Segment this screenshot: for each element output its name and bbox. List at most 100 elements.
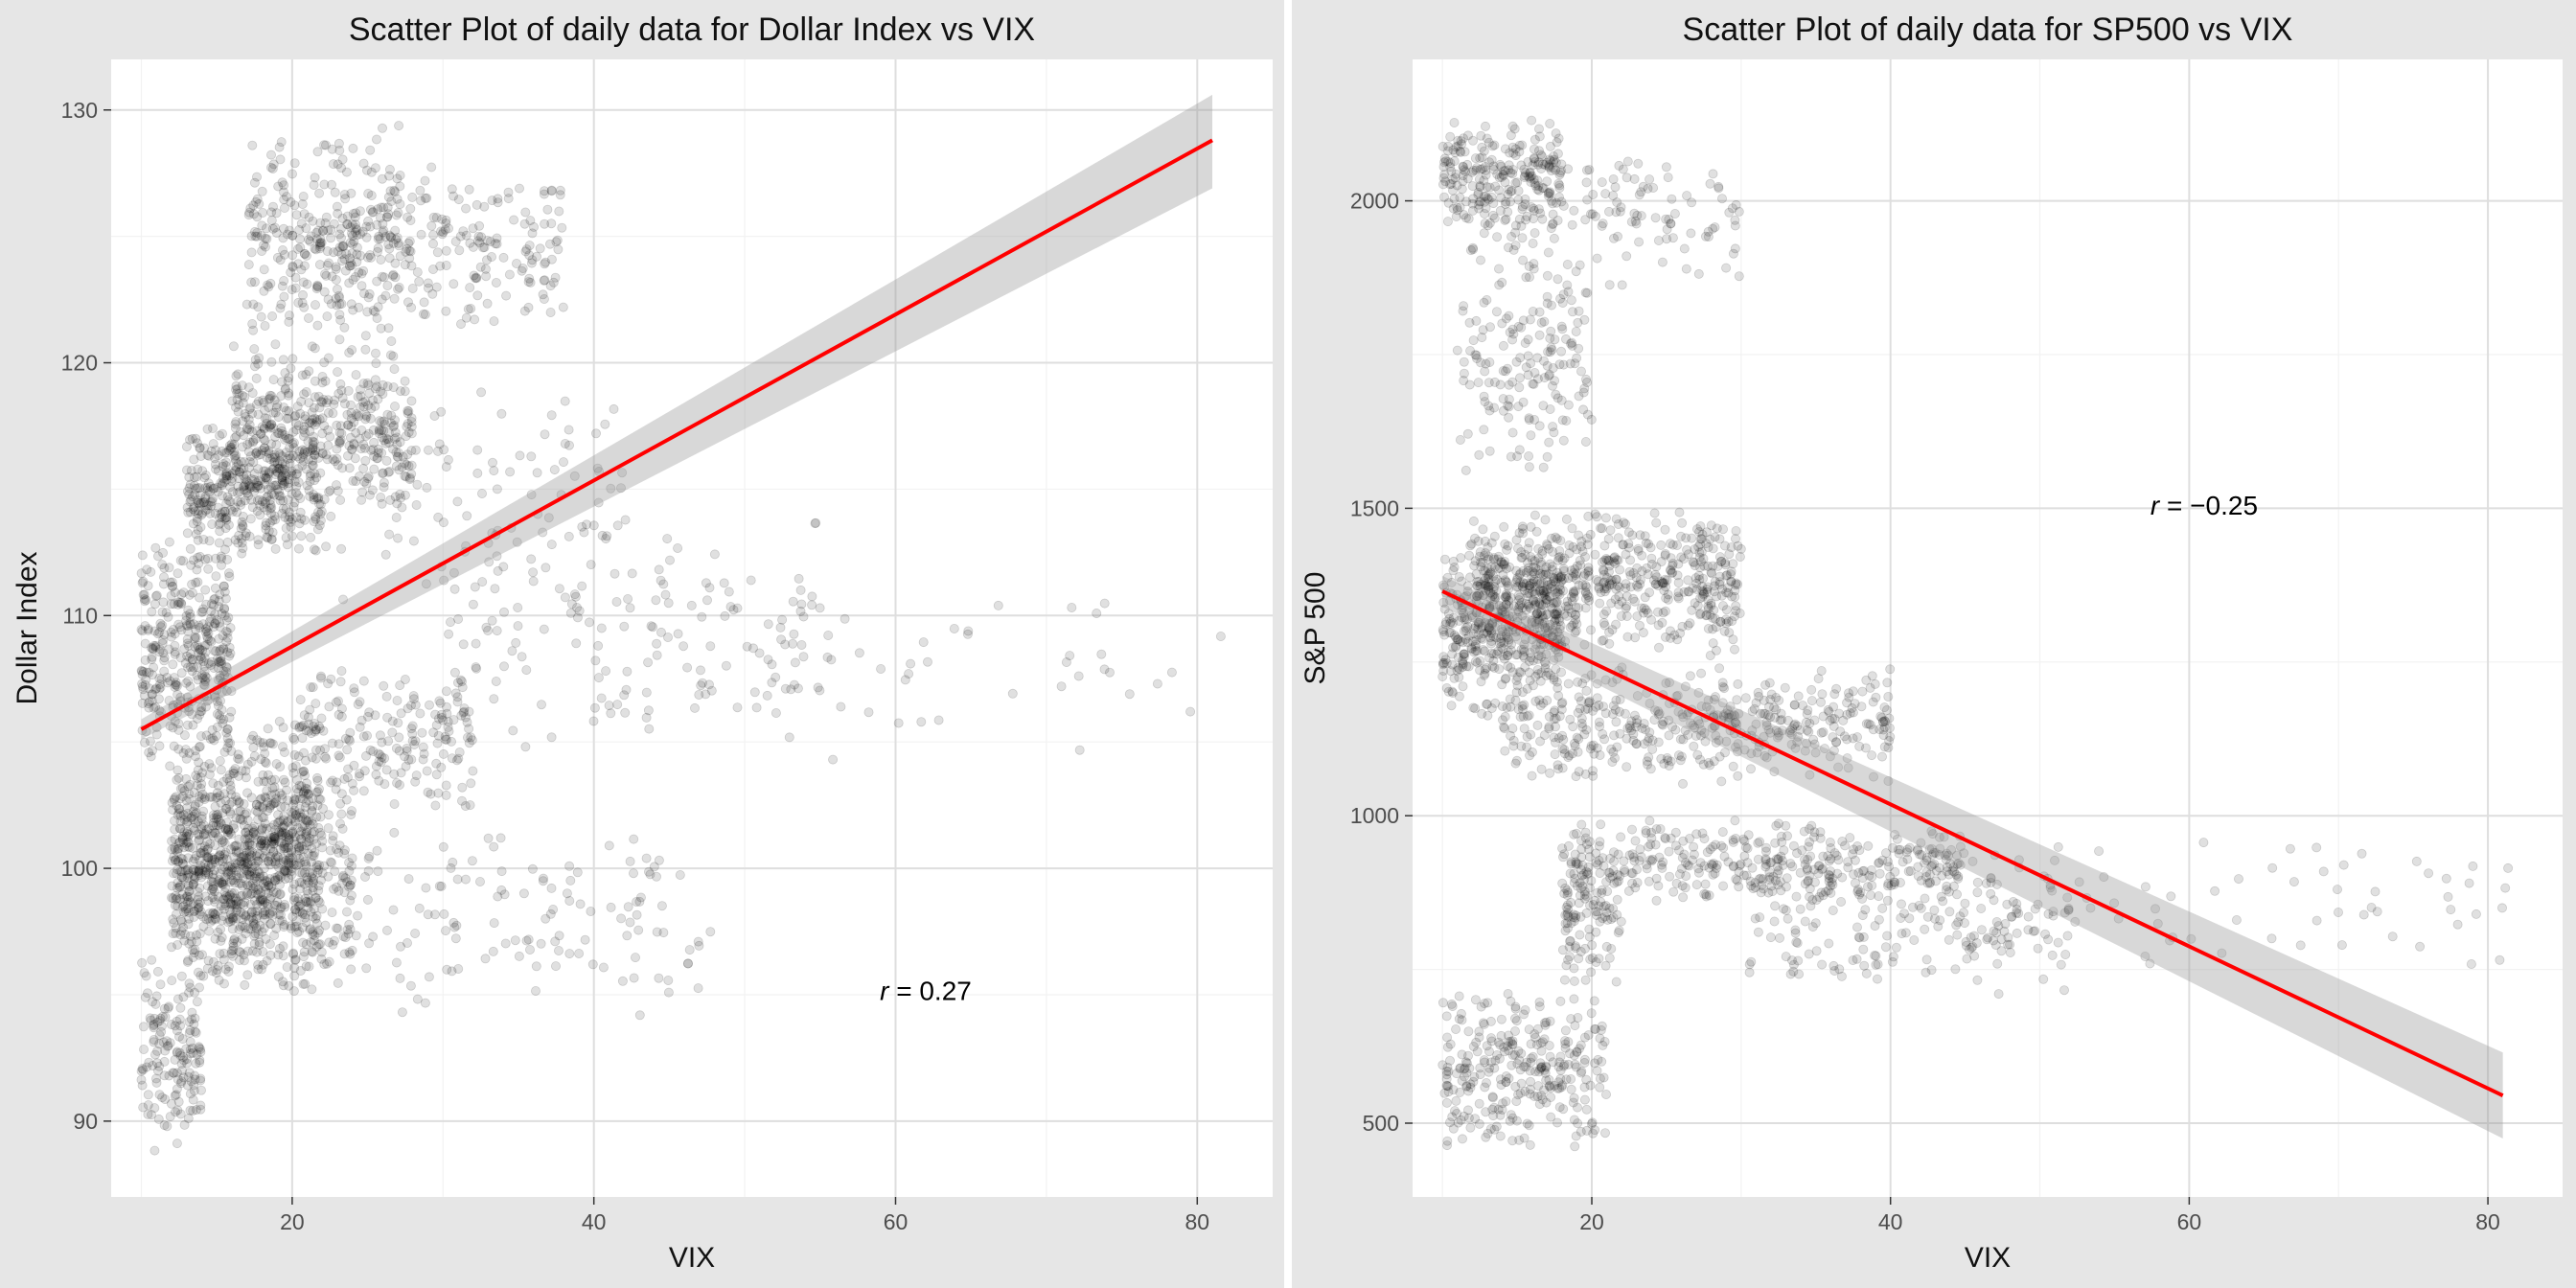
scatter-point bbox=[178, 556, 189, 566]
scatter-point bbox=[269, 449, 280, 460]
scatter-point bbox=[601, 666, 611, 677]
scatter-point bbox=[222, 724, 233, 735]
scatter-point bbox=[210, 583, 220, 593]
scatter-point bbox=[157, 1011, 168, 1022]
scatter-point bbox=[214, 617, 224, 628]
scatter-point bbox=[172, 1047, 182, 1058]
scatter-point bbox=[1610, 559, 1621, 569]
scatter-point bbox=[332, 201, 342, 212]
scatter-point bbox=[193, 552, 203, 563]
scatter-point bbox=[182, 1080, 193, 1091]
scatter-point bbox=[347, 239, 357, 249]
scatter-point bbox=[457, 782, 468, 793]
scatter-point bbox=[1519, 164, 1530, 174]
scatter-point bbox=[441, 260, 451, 270]
scatter-point bbox=[1507, 377, 1518, 387]
scatter-point bbox=[182, 692, 193, 702]
scatter-point bbox=[526, 554, 537, 564]
scatter-point bbox=[1679, 243, 1690, 254]
scatter-point bbox=[375, 730, 385, 741]
scatter-point bbox=[222, 824, 233, 835]
scatter-point bbox=[152, 1017, 163, 1027]
scatter-point bbox=[313, 794, 324, 804]
scatter-point bbox=[184, 706, 195, 717]
scatter-point bbox=[260, 792, 270, 802]
scatter-point bbox=[331, 480, 341, 491]
scatter-point bbox=[452, 874, 463, 885]
scatter-point bbox=[394, 121, 404, 131]
scatter-point bbox=[153, 694, 164, 704]
scatter-point bbox=[412, 994, 423, 1004]
scatter-point bbox=[136, 1074, 147, 1085]
scatter-point bbox=[397, 1007, 407, 1018]
scatter-point bbox=[1592, 253, 1602, 264]
scatter-point bbox=[154, 673, 165, 683]
scatter-point bbox=[476, 232, 487, 242]
scatter-point bbox=[343, 764, 354, 774]
scatter-point bbox=[1496, 193, 1506, 203]
scatter-point bbox=[590, 656, 601, 666]
scatter-point bbox=[1545, 155, 1555, 166]
scatter-point bbox=[176, 971, 187, 981]
scatter-point bbox=[196, 706, 207, 717]
scatter-point bbox=[146, 751, 156, 762]
scatter-point bbox=[297, 370, 308, 380]
scatter-point bbox=[348, 143, 358, 153]
scatter-point bbox=[189, 788, 199, 798]
scatter-point bbox=[314, 724, 325, 734]
scatter-point bbox=[1703, 542, 1714, 553]
scatter-point bbox=[1650, 213, 1661, 223]
scatter-point bbox=[202, 626, 213, 636]
scatter-point bbox=[1731, 601, 1741, 611]
y-tick-label: 120 bbox=[61, 351, 98, 376]
scatter-point bbox=[268, 407, 279, 418]
scatter-point bbox=[1507, 121, 1518, 131]
scatter-point bbox=[652, 638, 662, 649]
scatter-point bbox=[381, 691, 392, 702]
scatter-point bbox=[694, 690, 704, 701]
scatter-point bbox=[609, 403, 619, 414]
scatter-point bbox=[298, 787, 309, 797]
scatter-point bbox=[248, 915, 259, 926]
scatter-point bbox=[702, 595, 713, 606]
scatter-point bbox=[446, 736, 456, 747]
scatter-point bbox=[476, 387, 487, 398]
scatter-point bbox=[489, 316, 499, 327]
scatter-point bbox=[194, 982, 204, 993]
scatter-point bbox=[217, 878, 227, 888]
scatter-point bbox=[174, 1014, 185, 1024]
scatter-point bbox=[1666, 539, 1676, 549]
scatter-point bbox=[450, 933, 461, 944]
scatter-point bbox=[261, 933, 271, 944]
scatter-point bbox=[184, 434, 195, 445]
scatter-point bbox=[336, 543, 347, 554]
scatter-point bbox=[183, 1114, 194, 1124]
scatter-point bbox=[197, 673, 208, 683]
scatter-point bbox=[472, 445, 483, 455]
scatter-point bbox=[305, 417, 315, 427]
scatter-point bbox=[1468, 516, 1479, 526]
scatter-point bbox=[1714, 181, 1724, 192]
scatter-point bbox=[322, 454, 333, 465]
scatter-point bbox=[254, 494, 264, 505]
scatter-point bbox=[220, 593, 231, 604]
scatter-point bbox=[288, 986, 299, 997]
scatter-point bbox=[218, 581, 229, 591]
scatter-point bbox=[452, 692, 463, 702]
scatter-point bbox=[1074, 745, 1085, 755]
scatter-point bbox=[221, 626, 232, 636]
scatter-point bbox=[211, 731, 221, 742]
scatter-point bbox=[240, 979, 250, 990]
scatter-point bbox=[949, 624, 959, 634]
scatter-point bbox=[407, 192, 418, 202]
scatter-point bbox=[187, 579, 197, 589]
scatter-point bbox=[334, 229, 345, 240]
scatter-point bbox=[177, 1034, 188, 1045]
scatter-point bbox=[546, 732, 557, 743]
scatter-point bbox=[298, 937, 309, 948]
scatter-point bbox=[1569, 205, 1579, 216]
scatter-point bbox=[1459, 368, 1469, 379]
scatter-point bbox=[221, 468, 232, 478]
scatter-point bbox=[247, 318, 258, 329]
scatter-point bbox=[264, 738, 275, 748]
